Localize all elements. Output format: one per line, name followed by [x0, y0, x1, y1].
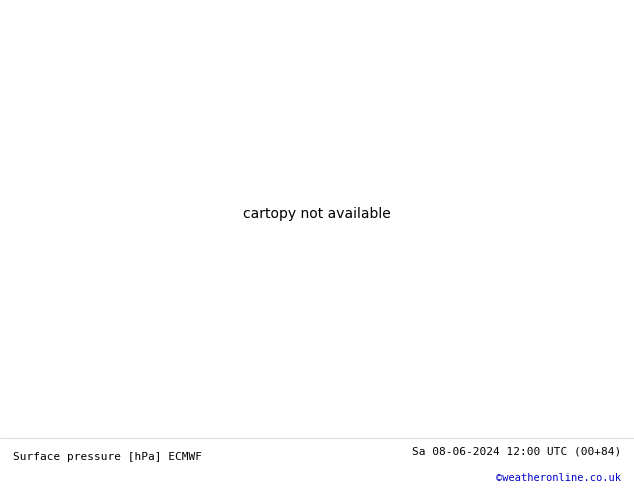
- Text: Surface pressure [hPa] ECMWF: Surface pressure [hPa] ECMWF: [13, 452, 202, 462]
- Text: Sa 08-06-2024 12:00 UTC (00+84): Sa 08-06-2024 12:00 UTC (00+84): [412, 446, 621, 456]
- Text: ©weatheronline.co.uk: ©weatheronline.co.uk: [496, 473, 621, 483]
- Text: cartopy not available: cartopy not available: [243, 207, 391, 221]
